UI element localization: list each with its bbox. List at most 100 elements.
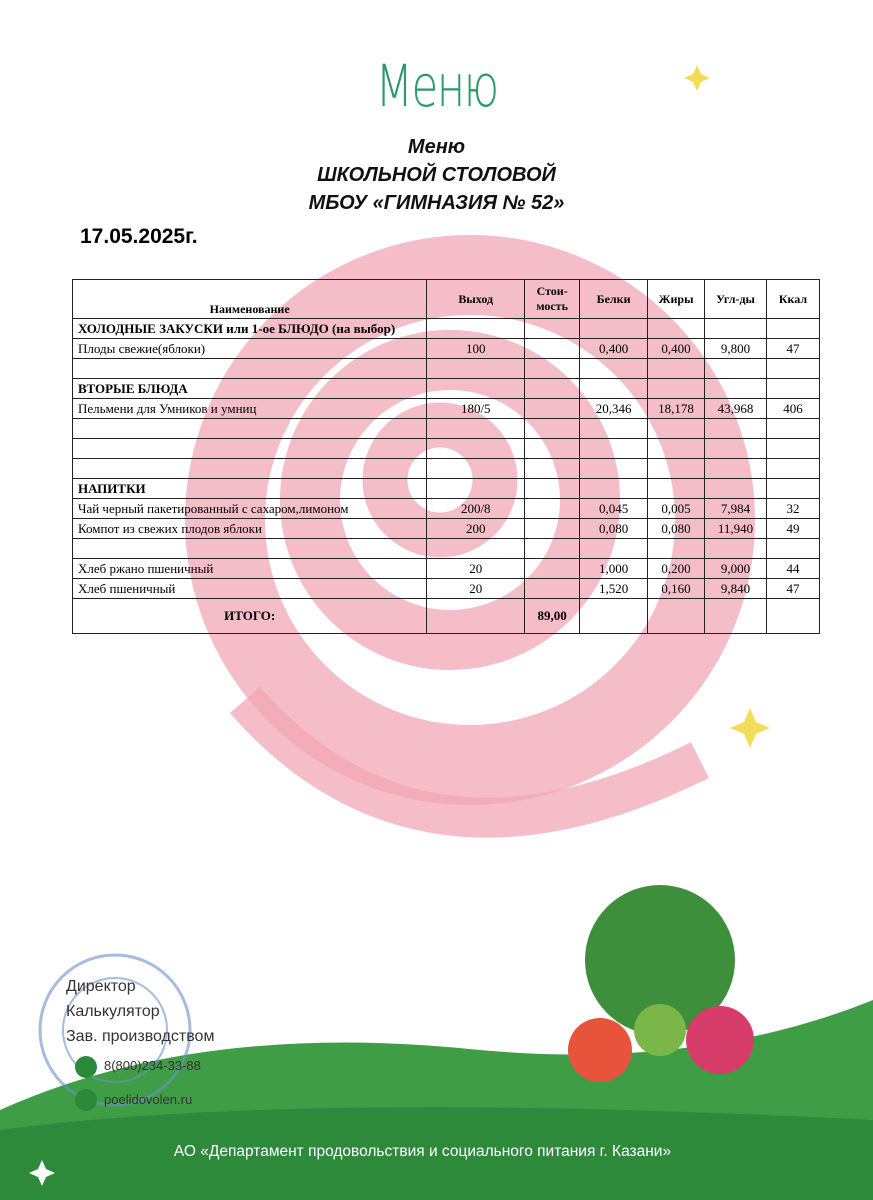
table-cell <box>579 378 649 399</box>
table-cell <box>765 478 821 499</box>
table-cell <box>765 358 821 379</box>
table-cell <box>765 318 821 339</box>
table-cell <box>704 418 767 439</box>
table-cell <box>71 438 428 459</box>
table-cell: 100 <box>426 338 526 359</box>
table-cell <box>426 438 526 459</box>
table-cell <box>704 478 767 499</box>
table-cell <box>765 598 821 634</box>
organization: АО «Департамент продовольствия и социаль… <box>173 1143 672 1160</box>
table-cell <box>426 538 526 559</box>
table-cell <box>579 458 649 479</box>
table-cell <box>704 538 767 559</box>
table-cell: Пельмени для Умников и умниц <box>71 398 428 419</box>
table-cell: Хлеб ржано пшеничный <box>71 558 428 579</box>
table-cell: 0,400 <box>579 338 649 359</box>
table-cell: 9,800 <box>704 338 767 359</box>
column-header: Ккал <box>765 279 821 319</box>
table-cell: Компот из свежих плодов яблоки <box>71 518 428 539</box>
table-cell: Плоды свежие(яблоки) <box>71 338 428 359</box>
table-cell: 9,840 <box>704 578 767 599</box>
table-cell <box>524 358 581 379</box>
table-cell: 1,000 <box>579 558 649 579</box>
table-cell: 200 <box>426 518 526 539</box>
table-cell <box>426 418 526 439</box>
table-cell <box>524 378 581 399</box>
table-cell: 49 <box>765 518 821 539</box>
table-cell: 20 <box>426 558 526 579</box>
table-cell <box>524 558 581 579</box>
signature-role: Директор <box>66 978 136 995</box>
table-cell <box>426 378 526 399</box>
table-cell <box>426 318 526 339</box>
table-cell <box>579 538 649 559</box>
table-cell: 11,940 <box>704 518 767 539</box>
table-row: ИТОГО: 89,00 <box>71 598 821 634</box>
table-cell: 0,080 <box>647 518 706 539</box>
table-row: Компот из свежих плодов яблоки 200 0,080 0,… <box>71 518 821 539</box>
table-cell: 20,346 <box>579 398 649 419</box>
table-row: ВТОРЫЕ БЛЮДА <box>71 378 821 399</box>
table-cell: 47 <box>765 338 821 359</box>
table-row <box>71 538 821 559</box>
logo: Меню <box>375 52 499 120</box>
column-header: Угл-ды <box>704 279 767 319</box>
table-cell: 89,00 <box>524 598 581 634</box>
table-cell <box>524 498 581 519</box>
subtitle: МБОУ «ГИМНАЗИЯ № 52» <box>308 192 565 214</box>
table-cell: 20 <box>426 578 526 599</box>
table-cell <box>647 318 706 339</box>
column-header: Наименование <box>71 279 428 319</box>
table-cell <box>579 438 649 459</box>
table-cell: 180/5 <box>426 398 526 419</box>
table-cell: 44 <box>765 558 821 579</box>
column-header: Жиры <box>647 279 706 319</box>
table-cell <box>647 378 706 399</box>
table-row: Пельмени для Умников и умниц 180/5 20,346 1… <box>71 398 821 419</box>
subtitle: ШКОЛЬНОЙ СТОЛОВОЙ <box>317 164 556 186</box>
table-row: Чай черный пакетированный с сахаром,лимо… <box>71 498 821 519</box>
table-cell <box>647 438 706 459</box>
table-cell <box>524 438 581 459</box>
table-cell <box>704 318 767 339</box>
table-row: Хлеб ржано пшеничный 20 1,000 0,200 9,000 44 <box>71 558 821 579</box>
table-cell <box>647 418 706 439</box>
signature-role: Калькулятор <box>66 1003 160 1020</box>
table-cell <box>647 598 706 634</box>
table-cell <box>524 518 581 539</box>
table-cell <box>524 398 581 419</box>
table-cell <box>704 358 767 379</box>
table-cell <box>579 598 649 634</box>
table-cell: 47 <box>765 578 821 599</box>
table-cell: 0,160 <box>647 578 706 599</box>
title: Меню <box>407 136 466 158</box>
phone: 8(800)234-33-88 <box>104 1058 201 1073</box>
table-row <box>71 438 821 459</box>
table-cell <box>579 478 649 499</box>
table-cell <box>426 478 526 499</box>
table-cell <box>71 458 428 479</box>
column-header: Стои-мость <box>524 279 581 319</box>
table-cell <box>579 418 649 439</box>
column-header: Белки <box>579 279 649 319</box>
table-cell <box>647 458 706 479</box>
table-cell: 32 <box>765 498 821 519</box>
date: 17.05.2025г. <box>80 225 198 248</box>
table-cell <box>704 378 767 399</box>
table-cell <box>71 538 428 559</box>
table-cell <box>524 418 581 439</box>
table-cell <box>647 478 706 499</box>
table-cell: 0,400 <box>647 338 706 359</box>
table-cell: 9,000 <box>704 558 767 579</box>
table-cell: Чай черный пакетированный с сахаром,лимо… <box>71 498 428 519</box>
header-row: Наименование Выход Стои-мость Белки Жиры Угл-… <box>71 279 821 319</box>
table-cell <box>524 478 581 499</box>
table-cell: 43,968 <box>704 398 767 419</box>
table-cell: 0,005 <box>647 498 706 519</box>
table-cell: 0,080 <box>579 518 649 539</box>
table-row: ХОЛОДНЫЕ ЗАКУСКИ или 1-ое БЛЮДО (на выбо… <box>71 318 821 339</box>
table-cell <box>71 418 428 439</box>
table-cell: НАПИТКИ <box>71 478 428 499</box>
